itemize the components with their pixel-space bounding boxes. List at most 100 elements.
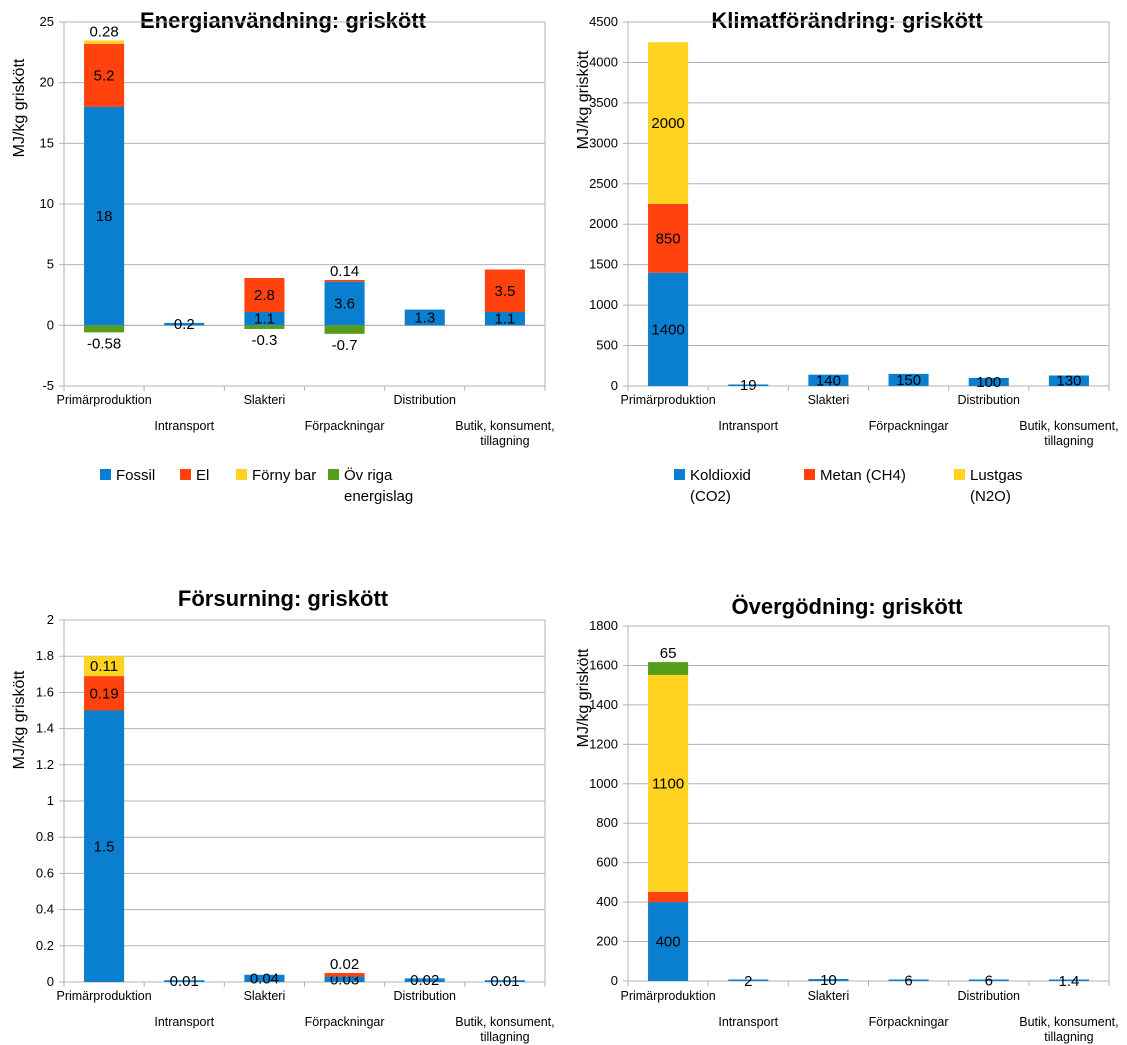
y-tick-label: 1800 [589,618,618,633]
bar-segment [808,374,849,386]
data-label: -0.3 [251,332,277,349]
legend-label: Koldioxid [690,467,751,484]
bar-segment [84,676,125,711]
legend-swatch [328,469,339,480]
x-category-label: Primärproduktion [56,393,151,407]
y-tick-label: 0.4 [36,902,54,917]
y-tick-label: 1 [47,793,54,808]
x-category-label: Distribution [393,989,456,1003]
x-category-label: Intransport [154,1015,214,1029]
data-label: 100 [976,374,1001,391]
data-label: 2000 [651,115,684,132]
data-label: 400 [656,934,681,951]
y-tick-label: 1400 [589,697,618,712]
data-label: 2 [744,973,752,990]
legend-swatch [804,469,815,480]
data-label: 1400 [651,321,684,338]
x-category-label: Distribution [957,989,1020,1003]
x-category-label: Distribution [393,393,456,407]
x-category-label: Butik, konsument, [455,419,554,433]
chart-panel-climate: Klimatförändring: griskött MJ/kg griskött… [564,0,1127,522]
y-tick-label: 200 [596,934,618,949]
y-tick-label: 500 [596,338,618,353]
bar-segment [808,979,849,981]
legend-label: Förny bar [252,467,316,484]
y-tick-label: 1600 [589,657,618,672]
y-tick-label: 1000 [589,297,618,312]
y-tick-label: 0.8 [36,829,54,844]
bar-segment [888,979,929,981]
legend-label: (CO2) [690,488,731,505]
x-category-label: Intransport [718,419,778,433]
bar-segment [484,311,525,326]
legend-swatch [180,469,191,480]
data-label: 0.01 [170,973,199,990]
bar-segment [648,272,689,386]
legend-swatch [674,469,685,480]
data-label: 0.19 [89,685,118,702]
data-label: 1100 [652,775,684,792]
data-label: 6 [985,972,993,989]
y-tick-label: 5 [47,257,54,272]
y-tick-label: 0.6 [36,865,54,880]
y-tick-label: 1.2 [36,757,54,772]
y-tick-label: 3500 [589,95,618,110]
bar-segment [324,325,365,334]
data-label: 18 [96,208,113,225]
bar-segment [244,974,285,982]
bar-segment [968,377,1009,386]
bar-segment [84,43,125,107]
bar-segment [648,902,689,981]
bar-segment [648,674,689,892]
x-category-label: Butik, konsument, [455,1015,554,1029]
bar-segment [484,980,525,982]
legend-label: energislag [344,488,413,505]
bar-segment [648,204,689,273]
data-label: 0.14 [330,263,359,280]
data-label: 1.1 [494,311,515,328]
data-label: 6 [904,972,912,989]
bar-segment [324,281,365,326]
plot-frame [627,21,1110,387]
data-label: 0.28 [89,23,118,40]
bar-segment [84,710,125,982]
chart-eutrophication: Övergödning: griskött MJ/kg griskött 0 200 4… [575,594,1119,1044]
data-label: -0.7 [332,337,358,354]
x-category-label: Primärproduktion [620,989,715,1003]
bar-segment [648,891,689,903]
data-label: 0.11 [90,658,118,675]
bar-segment [324,972,365,977]
data-label: 10 [820,972,837,989]
bar-segment [324,279,365,282]
y-tick-label: 1000 [589,776,618,791]
chart-panel-acidification: Försurning: griskött MJ/kg griskött 0 0.2 0.… [0,522,563,1044]
bar-segment [324,976,365,982]
x-category-label: Butik, konsument, [1019,419,1118,433]
y-tick-label: 1200 [589,736,618,751]
chart-energy: Energianvändning: griskött MJ/kg griskött… [11,8,555,505]
data-label: 2.8 [254,287,275,304]
y-tick-label: 0 [47,974,54,989]
x-category-label: tillagning [480,434,529,448]
data-label: 0.2 [174,316,195,333]
y-tick-label: 2 [47,612,54,627]
data-label: 65 [660,645,677,662]
x-category-label: tillagning [480,1030,529,1044]
data-label: -0.58 [87,335,121,352]
data-label: 0.02 [410,972,439,989]
x-category-label: Butik, konsument, [1019,1015,1118,1029]
legend-swatch [100,469,111,480]
y-tick-label: -5 [42,378,54,393]
y-tick-label: 1.4 [36,721,54,736]
data-label: 140 [816,372,841,389]
x-category-label: Primärproduktion [620,393,715,407]
y-axis-label: MJ/kg griskött [575,50,592,149]
chart-title: Övergödning: griskött [732,594,964,619]
y-tick-label: 0 [47,317,54,332]
bar-segment [648,42,689,204]
bar-segment [648,662,689,675]
bar-segment [1048,375,1089,386]
x-category-label: Förpackningar [305,1015,385,1029]
bar-segment [244,325,285,329]
data-label: 1.5 [94,838,115,855]
